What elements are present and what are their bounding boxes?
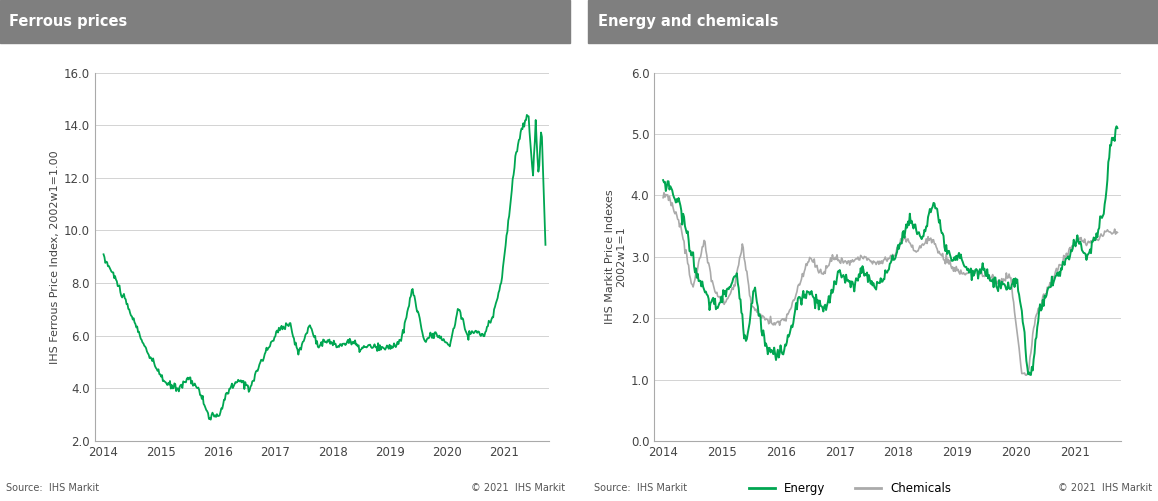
Y-axis label: IHS Markit Price Indexes
2002w1=1: IHS Markit Price Indexes 2002w1=1 — [604, 189, 626, 324]
Text: © 2021  IHS Markit: © 2021 IHS Markit — [471, 483, 565, 493]
Legend: Energy, Chemicals: Energy, Chemicals — [745, 477, 957, 499]
Text: Source:  IHS Markit: Source: IHS Markit — [6, 483, 98, 493]
Text: Energy and chemicals: Energy and chemicals — [598, 14, 778, 29]
Text: Source:  IHS Markit: Source: IHS Markit — [594, 483, 687, 493]
Text: © 2021  IHS Markit: © 2021 IHS Markit — [1058, 483, 1152, 493]
Y-axis label: IHS Ferrous Price Index, 2002w1=1.00: IHS Ferrous Price Index, 2002w1=1.00 — [50, 150, 60, 364]
Text: Ferrous prices: Ferrous prices — [9, 14, 127, 29]
